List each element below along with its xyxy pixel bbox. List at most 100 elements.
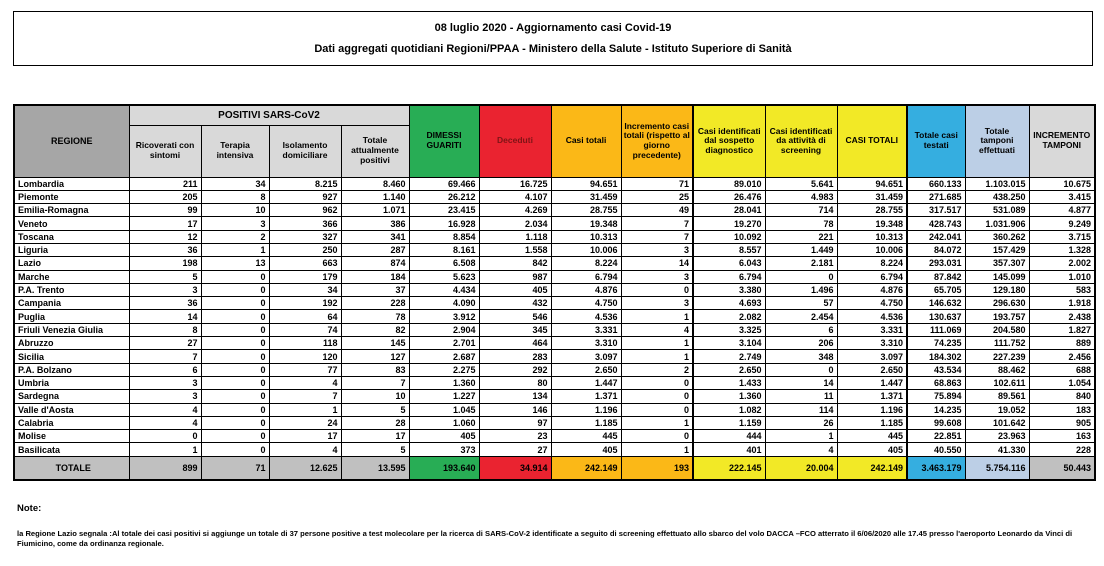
value-cell: 14 [764, 375, 838, 391]
value-cell: 84.072 [906, 242, 966, 258]
value-cell: 4.876 [836, 282, 908, 298]
note-label: Note: [17, 503, 42, 514]
total-value-cell: 20.004 [764, 455, 838, 481]
value-cell: 13 [200, 256, 270, 271]
value-cell: 3.310 [550, 336, 622, 351]
value-cell: 366 [268, 216, 342, 231]
value-cell: 292 [478, 362, 552, 377]
value-cell: 271.685 [906, 189, 966, 205]
value-cell: 193.757 [964, 309, 1030, 324]
value-cell: 1.433 [692, 375, 766, 391]
value-cell: 34 [268, 282, 342, 298]
total-value-cell: 5.754.116 [964, 455, 1030, 481]
value-cell: 283 [478, 349, 552, 364]
value-cell: 2 [620, 362, 694, 377]
value-cell: 26 [764, 415, 838, 431]
value-cell: 0 [200, 269, 270, 284]
value-cell: 2.650 [550, 362, 622, 377]
value-cell: 3 [620, 296, 694, 311]
col-header-casi-totali-2: CASI TOTALI [836, 104, 908, 178]
col-header-ricoverati: Ricoverati con sintomi [128, 124, 202, 178]
value-cell: 97 [478, 415, 552, 431]
region-cell: P.A. Bolzano [13, 362, 130, 377]
value-cell: 8 [128, 322, 202, 338]
total-row: TOTALE 899 71 12.625 13.595 193.640 34.914 242.… [13, 455, 1096, 481]
value-cell: 2.275 [408, 362, 480, 377]
value-cell: 211 [128, 176, 202, 191]
value-cell: 8 [200, 189, 270, 205]
value-cell: 3 [128, 375, 202, 391]
value-cell: 10 [340, 389, 410, 404]
value-cell: 962 [268, 203, 342, 218]
value-cell: 221 [764, 229, 838, 244]
value-cell: 987 [478, 269, 552, 284]
table-row: Toscana 12 2 327 341 8.854 1.118 10.313 7 10.092 2… [13, 229, 1096, 244]
value-cell: 0 [764, 269, 838, 284]
value-cell: 688 [1028, 362, 1096, 377]
value-cell: 8.854 [408, 229, 480, 244]
value-cell: 3 [200, 216, 270, 231]
value-cell: 2.438 [1028, 309, 1096, 324]
region-cell: Marche [13, 269, 130, 284]
table-row: Campania 36 0 192 228 4.090 432 4.750 3 4.693 57 4.… [13, 296, 1096, 311]
table-row: Puglia 14 0 64 78 3.912 546 4.536 1 2.082 2.454 4.5… [13, 309, 1096, 324]
value-cell: 68.863 [906, 375, 966, 391]
value-cell: 206 [764, 336, 838, 351]
value-cell: 19.270 [692, 216, 766, 231]
table-row: Sardegna 3 0 7 10 1.227 134 1.371 0 1.360 11 1.371 7… [13, 389, 1096, 404]
region-cell: Friuli Venezia Giulia [13, 322, 130, 338]
value-cell: 1.328 [1028, 242, 1096, 258]
table-row: P.A. Bolzano 6 0 77 83 2.275 292 2.650 2 2.650 0 2.… [13, 362, 1096, 377]
value-cell: 74 [268, 322, 342, 338]
value-cell: 405 [408, 429, 480, 444]
value-cell: 134 [478, 389, 552, 404]
value-cell: 31.459 [836, 189, 908, 205]
value-cell: 14 [620, 256, 694, 271]
value-cell: 1.045 [408, 402, 480, 417]
value-cell: 146 [478, 402, 552, 417]
value-cell: 2.181 [764, 256, 838, 271]
region-cell: Campania [13, 296, 130, 311]
region-cell: Toscana [13, 229, 130, 244]
value-cell: 2.456 [1028, 349, 1096, 364]
value-cell: 1.010 [1028, 269, 1096, 284]
value-cell: 583 [1028, 282, 1096, 298]
value-cell: 663 [268, 256, 342, 271]
value-cell: 1.558 [478, 242, 552, 258]
value-cell: 444 [692, 429, 766, 444]
value-cell: 6 [764, 322, 838, 338]
region-cell: Calabria [13, 415, 130, 431]
value-cell: 287 [340, 242, 410, 258]
region-cell: Lazio [13, 256, 130, 271]
value-cell: 83 [340, 362, 410, 377]
value-cell: 2.687 [408, 349, 480, 364]
value-cell: 348 [764, 349, 838, 364]
value-cell: 78 [764, 216, 838, 231]
value-cell: 14.235 [906, 402, 966, 417]
value-cell: 7 [620, 216, 694, 231]
col-header-totale-positivi: Totale attualmente positivi [340, 124, 410, 178]
value-cell: 205 [128, 189, 202, 205]
value-cell: 0 [200, 389, 270, 404]
value-cell: 0 [200, 362, 270, 377]
value-cell: 65.705 [906, 282, 966, 298]
total-value-cell: 13.595 [340, 455, 410, 481]
value-cell: 6.508 [408, 256, 480, 271]
value-cell: 23.415 [408, 203, 480, 218]
table-row: Liguria 36 1 250 287 8.161 1.558 10.006 3 8.557 1.… [13, 242, 1096, 258]
col-header-casi-totali: Casi totali [550, 104, 622, 178]
region-cell: Sardegna [13, 389, 130, 404]
value-cell: 2.034 [478, 216, 552, 231]
total-label-cell: TOTALE [13, 455, 130, 481]
col-header-isolamento: Isolamento domiciliare [268, 124, 342, 178]
value-cell: 2.002 [1028, 256, 1096, 271]
value-cell: 1.140 [340, 189, 410, 205]
value-cell: 0 [764, 362, 838, 377]
value-cell: 0 [200, 336, 270, 351]
value-cell: 77 [268, 362, 342, 377]
value-cell: 120 [268, 349, 342, 364]
value-cell: 22.851 [906, 429, 966, 444]
value-cell: 4 [764, 442, 838, 457]
value-cell: 2.749 [692, 349, 766, 364]
value-cell: 28.041 [692, 203, 766, 218]
